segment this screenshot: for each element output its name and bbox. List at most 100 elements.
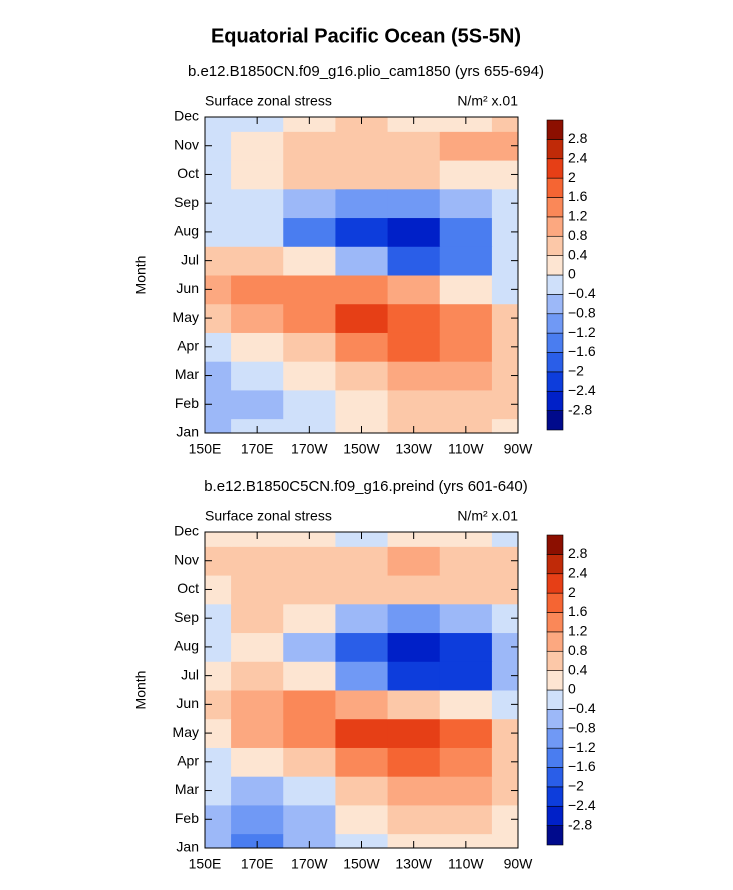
y-tick-label: Feb	[175, 395, 199, 411]
field-cell	[283, 361, 336, 391]
field-cell	[387, 246, 441, 276]
colorbar-box	[546, 825, 564, 846]
x-tick-label: 170E	[241, 856, 274, 872]
field-cell	[335, 632, 389, 662]
field-cell	[231, 303, 284, 333]
field-cell	[439, 418, 493, 433]
field-cell	[439, 361, 493, 391]
field-cell	[283, 160, 336, 190]
field-cell	[387, 117, 441, 132]
field-cell	[283, 303, 336, 333]
field-cell	[439, 747, 493, 777]
field-cell	[387, 546, 441, 576]
field-cell	[491, 117, 518, 132]
field-cell	[387, 275, 441, 305]
field-cell	[335, 361, 389, 391]
field-cell	[231, 117, 284, 132]
colorbar-label: 2.8	[568, 130, 588, 146]
colorbar-box	[546, 631, 564, 652]
field-cell	[439, 776, 493, 806]
field-cell	[205, 418, 232, 433]
field-cell	[335, 776, 389, 806]
colorbar-box	[546, 612, 564, 633]
field-cell	[231, 546, 284, 576]
field-cell	[283, 389, 336, 420]
field-cell	[283, 418, 336, 433]
contour-field	[205, 117, 518, 433]
field-cell	[335, 246, 389, 276]
colorbar-label: −2.4	[568, 797, 596, 813]
right-label: N/m² x.01	[457, 508, 518, 524]
field-cell	[283, 776, 336, 806]
y-tick-label: Jun	[176, 280, 199, 296]
field-cell	[439, 275, 493, 305]
y-tick-label: May	[173, 724, 199, 740]
field-cell	[439, 188, 493, 219]
field-cell	[439, 389, 493, 420]
x-tick-label: 90W	[504, 441, 534, 457]
colorbar-box	[546, 709, 564, 730]
colorbar-label: 2	[568, 169, 576, 185]
field-cell	[387, 217, 441, 247]
field-cell	[283, 332, 336, 362]
field-cell	[231, 217, 284, 247]
y-tick-label: Jun	[176, 695, 199, 711]
field-cell	[231, 188, 284, 219]
field-cell	[387, 833, 441, 848]
field-cell	[335, 275, 389, 305]
field-cell	[283, 690, 336, 720]
field-cell	[335, 188, 389, 219]
field-cell	[283, 661, 336, 691]
colorbar-label: −1.2	[568, 324, 596, 340]
x-tick-label: 110W	[448, 856, 484, 872]
field-cell	[387, 532, 441, 547]
field-cell	[283, 275, 336, 305]
field-cell	[335, 389, 389, 420]
field-cell	[335, 131, 389, 161]
colorbar-label: 1.6	[568, 603, 588, 619]
colorbar-label: 2.4	[568, 149, 588, 165]
field-cell	[439, 303, 493, 333]
colorbar-box	[546, 119, 564, 140]
field-cell	[387, 718, 441, 748]
colorbar-box	[546, 332, 564, 353]
colorbar-label: −0.8	[568, 719, 596, 735]
field-cell	[231, 160, 284, 190]
y-tick-label: Dec	[174, 523, 199, 539]
field-cell	[231, 718, 284, 748]
left-label: Surface zonal stress	[205, 508, 332, 524]
y-axis-label: Month	[133, 671, 149, 710]
field-cell	[491, 418, 518, 433]
field-cell	[283, 747, 336, 777]
field-cell	[231, 361, 284, 391]
y-tick-label: Oct	[177, 165, 199, 181]
colorbar-label: 0.4	[568, 246, 588, 262]
colorbar-box	[546, 274, 564, 295]
field-cell	[283, 833, 336, 848]
field-cell	[335, 575, 389, 605]
y-tick-label: Jan	[176, 424, 199, 440]
field-cell	[283, 131, 336, 161]
colorbar-label: −2	[568, 778, 584, 794]
field-cell	[387, 332, 441, 362]
x-tick-label: 170E	[241, 441, 274, 457]
colorbar-label: 0.8	[568, 227, 588, 243]
panel-subtitle: b.e12.B1850C5CN.f09_g16.preind (yrs 601-…	[204, 478, 528, 495]
colorbar-box	[546, 352, 564, 373]
field-cell	[439, 532, 493, 547]
field-cell	[439, 575, 493, 605]
figure-title: Equatorial Pacific Ocean (5S-5N)	[211, 25, 521, 47]
field-cell	[439, 246, 493, 276]
field-cell	[335, 718, 389, 748]
field-cell	[283, 632, 336, 662]
colorbar-label: −1.6	[568, 758, 596, 774]
colorbar-label: 1.2	[568, 623, 588, 639]
colorbar-box	[546, 313, 564, 334]
y-tick-label: Aug	[174, 638, 199, 654]
colorbar-box	[546, 747, 564, 768]
field-cell	[387, 804, 441, 835]
colorbar-box	[546, 786, 564, 807]
colorbar-box	[546, 410, 564, 431]
field-cell	[387, 361, 441, 391]
contour-field	[205, 532, 518, 848]
